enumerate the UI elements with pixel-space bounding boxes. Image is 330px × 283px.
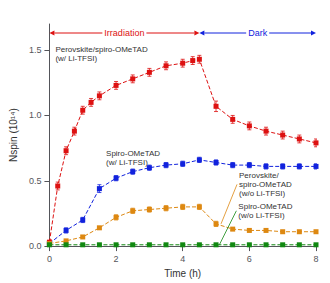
svg-text:1.5: 1.5: [29, 45, 42, 55]
svg-text:(w/o Li-TFSI): (w/o Li-TFSI): [239, 189, 286, 198]
svg-text:Perovskite/: Perovskite/: [239, 171, 279, 180]
svg-text:Dark: Dark: [248, 28, 268, 38]
svg-text:spiro-OMeTAD: spiro-OMeTAD: [239, 180, 292, 189]
svg-text:Irradiation: Irradiation: [104, 28, 144, 38]
svg-text:8: 8: [313, 254, 318, 264]
svg-text:1.0: 1.0: [29, 110, 42, 120]
svg-text:Spiro-OMeTAD: Spiro-OMeTAD: [238, 202, 292, 211]
svg-text:(w/ Li-TFSI): (w/ Li-TFSI): [106, 158, 148, 167]
svg-text:0: 0: [47, 254, 52, 264]
svg-text:2: 2: [114, 254, 119, 264]
svg-text:Nspin (10¹⁴): Nspin (10¹⁴): [8, 108, 19, 162]
svg-text:Spiro-OMeTAD: Spiro-OMeTAD: [106, 149, 160, 158]
svg-text:0.5: 0.5: [29, 176, 42, 186]
svg-text:0.0: 0.0: [29, 241, 42, 251]
svg-text:(w/ Li-TFSI): (w/ Li-TFSI): [55, 54, 97, 63]
svg-text:(w/o Li-TFSI): (w/o Li-TFSI): [238, 211, 285, 220]
svg-text:Perovskite/spiro-OMeTAD: Perovskite/spiro-OMeTAD: [55, 45, 148, 54]
svg-text:4: 4: [180, 254, 185, 264]
svg-text:Time (h): Time (h): [164, 268, 201, 279]
svg-text:6: 6: [247, 254, 252, 264]
